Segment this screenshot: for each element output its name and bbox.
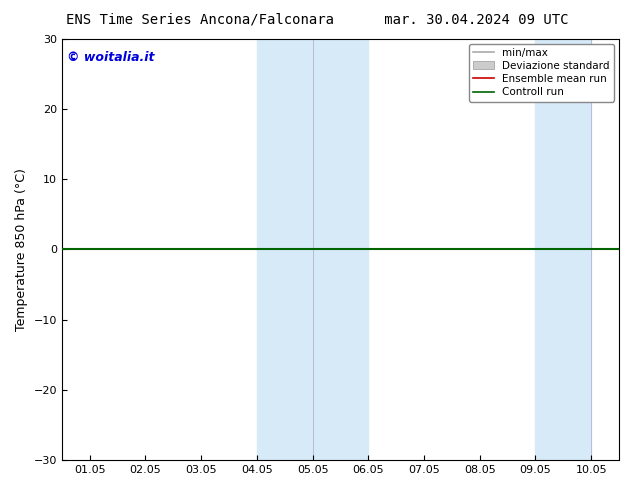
Y-axis label: Temperature 850 hPa (°C): Temperature 850 hPa (°C) bbox=[15, 168, 28, 331]
Legend: min/max, Deviazione standard, Ensemble mean run, Controll run: min/max, Deviazione standard, Ensemble m… bbox=[469, 44, 614, 101]
Bar bbox=[536, 39, 591, 460]
Text: ENS Time Series Ancona/Falconara      mar. 30.04.2024 09 UTC: ENS Time Series Ancona/Falconara mar. 30… bbox=[66, 12, 568, 26]
Text: © woitalia.it: © woitalia.it bbox=[67, 51, 155, 64]
Bar bbox=[257, 39, 368, 460]
